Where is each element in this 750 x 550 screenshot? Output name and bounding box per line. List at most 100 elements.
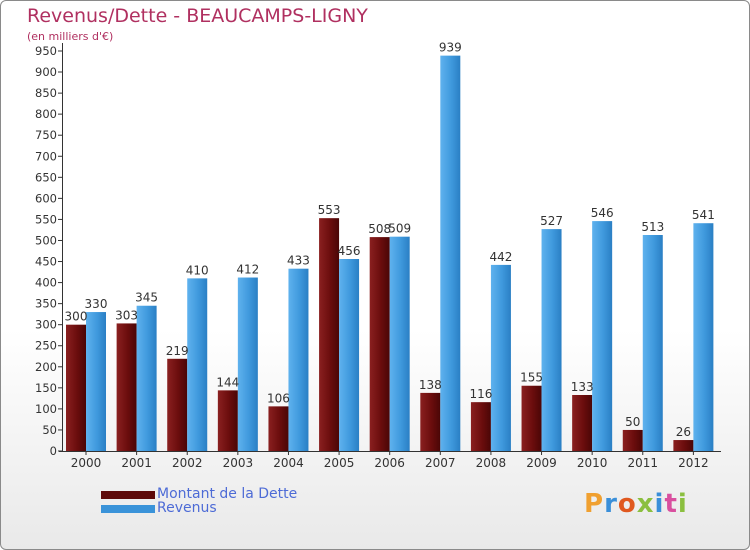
x-tick-label: 2005 bbox=[324, 456, 355, 470]
logo-letter: x bbox=[636, 489, 655, 519]
x-tick-label: 2010 bbox=[577, 456, 608, 470]
data-label-debt: 303 bbox=[115, 308, 138, 322]
y-tick-label: 950 bbox=[35, 44, 57, 58]
x-tick-label: 2006 bbox=[374, 456, 405, 470]
legend-swatch-revenus bbox=[101, 505, 155, 513]
data-label-revenus: 939 bbox=[439, 41, 462, 55]
data-label-revenus: 433 bbox=[287, 254, 310, 268]
data-label-revenus: 330 bbox=[85, 297, 108, 311]
x-tick-label: 2008 bbox=[476, 456, 507, 470]
bar-debt bbox=[217, 390, 238, 451]
data-label-revenus: 513 bbox=[641, 220, 664, 234]
chart-title: Revenus/Dette - BEAUCAMPS-LIGNY bbox=[27, 5, 368, 27]
data-label-revenus: 509 bbox=[388, 222, 411, 236]
bar-revenus bbox=[541, 229, 562, 451]
data-label-debt: 144 bbox=[216, 375, 239, 389]
proxiti-logo: Proxiti bbox=[584, 489, 694, 523]
bar-revenus bbox=[440, 55, 461, 451]
data-label-revenus: 546 bbox=[591, 206, 614, 220]
bar-revenus bbox=[490, 264, 511, 451]
y-tick-label: 500 bbox=[35, 233, 57, 247]
y-tick-label: 200 bbox=[35, 360, 57, 374]
bar-debt bbox=[470, 402, 491, 451]
data-label-debt: 133 bbox=[571, 380, 594, 394]
axes: 0 50 100 150 2002 50 300 350 400 450 500 550 600 650 7… bbox=[35, 43, 721, 470]
bar-debt bbox=[167, 358, 188, 451]
bar-debt bbox=[521, 385, 542, 451]
data-label-debt: 155 bbox=[520, 371, 543, 385]
y-tick-label: 400 bbox=[35, 276, 57, 290]
data-label-debt: 508 bbox=[368, 222, 391, 236]
bar-revenus bbox=[86, 312, 106, 451]
bar-debt bbox=[116, 323, 137, 451]
data-label-debt: 138 bbox=[419, 378, 442, 392]
logo-letter: i bbox=[654, 489, 665, 519]
y-tick-label: 300 bbox=[35, 318, 57, 332]
logo-letter: t bbox=[664, 489, 678, 519]
bar-revenus bbox=[187, 278, 208, 451]
logo-letter: o bbox=[617, 489, 637, 519]
y-tick-label: 900 bbox=[35, 65, 57, 79]
data-label-debt: 553 bbox=[318, 203, 341, 217]
bar-debt bbox=[572, 395, 593, 451]
data-labels: 3003303033452194101444121064335534565085… bbox=[65, 41, 715, 439]
bar-debt bbox=[369, 237, 390, 451]
y-tick-label: 850 bbox=[35, 86, 57, 100]
y-tick-label: 450 bbox=[35, 255, 57, 269]
bar-revenus bbox=[288, 268, 309, 451]
x-tick-label: 2001 bbox=[121, 456, 152, 470]
x-tick-label: 2003 bbox=[223, 456, 254, 470]
bar-debt bbox=[622, 429, 643, 451]
x-tick-label: 2009 bbox=[526, 456, 557, 470]
y-tick-label: 350 bbox=[35, 297, 57, 311]
logo-letter: P bbox=[584, 489, 605, 519]
x-tick-label: 2012 bbox=[678, 456, 709, 470]
logo-letter: i bbox=[677, 489, 688, 519]
legend-label-revenus: Revenus bbox=[157, 500, 217, 516]
y-tick-label: 100 bbox=[35, 402, 57, 416]
y-tick-label: 550 bbox=[35, 212, 57, 226]
data-label-debt: 219 bbox=[166, 344, 189, 358]
legend-label-debt: Montant de la Dette bbox=[157, 486, 298, 502]
y-tick-label: 650 bbox=[35, 170, 57, 184]
x-tick-label: 2004 bbox=[273, 456, 304, 470]
data-label-debt: 300 bbox=[65, 310, 88, 324]
data-label-debt: 50 bbox=[625, 415, 640, 429]
bar-debt bbox=[673, 440, 694, 451]
bar-revenus bbox=[389, 236, 410, 451]
y-tick-label: 150 bbox=[35, 381, 57, 395]
y-tick-label: 600 bbox=[35, 191, 57, 205]
data-label-revenus: 410 bbox=[186, 263, 209, 277]
bars bbox=[66, 55, 714, 451]
bar-debt bbox=[319, 218, 340, 451]
data-label-debt: 106 bbox=[267, 391, 290, 405]
data-label-revenus: 442 bbox=[489, 250, 512, 264]
data-label-revenus: 345 bbox=[135, 291, 158, 305]
bar-revenus bbox=[339, 259, 360, 451]
logo-letter: r bbox=[604, 489, 618, 519]
legend-swatch-debt bbox=[101, 491, 155, 499]
bar-debt bbox=[268, 406, 289, 451]
y-tick-label: 50 bbox=[42, 423, 57, 437]
bar-revenus bbox=[592, 221, 613, 451]
data-label-debt: 116 bbox=[469, 387, 492, 401]
y-tick-label: 800 bbox=[35, 107, 57, 121]
x-tick-label: 2000 bbox=[71, 456, 102, 470]
y-tick-label: 0 bbox=[50, 444, 57, 458]
x-tick-label: 2011 bbox=[627, 456, 658, 470]
data-label-debt: 26 bbox=[676, 425, 691, 439]
x-tick-label: 2007 bbox=[425, 456, 456, 470]
data-label-revenus: 527 bbox=[540, 214, 563, 228]
x-tick-label: 2002 bbox=[172, 456, 203, 470]
bar-revenus bbox=[136, 305, 157, 451]
bar-revenus bbox=[693, 223, 714, 451]
data-label-revenus: 456 bbox=[338, 244, 361, 258]
data-label-revenus: 412 bbox=[236, 263, 259, 277]
y-tick-label: 750 bbox=[35, 128, 57, 142]
data-label-revenus: 541 bbox=[692, 208, 715, 222]
y-tick-label: 700 bbox=[35, 149, 57, 163]
chart-subtitle: (en milliers d'€) bbox=[27, 30, 114, 43]
bar-debt bbox=[420, 392, 441, 451]
bar-revenus bbox=[642, 235, 663, 451]
